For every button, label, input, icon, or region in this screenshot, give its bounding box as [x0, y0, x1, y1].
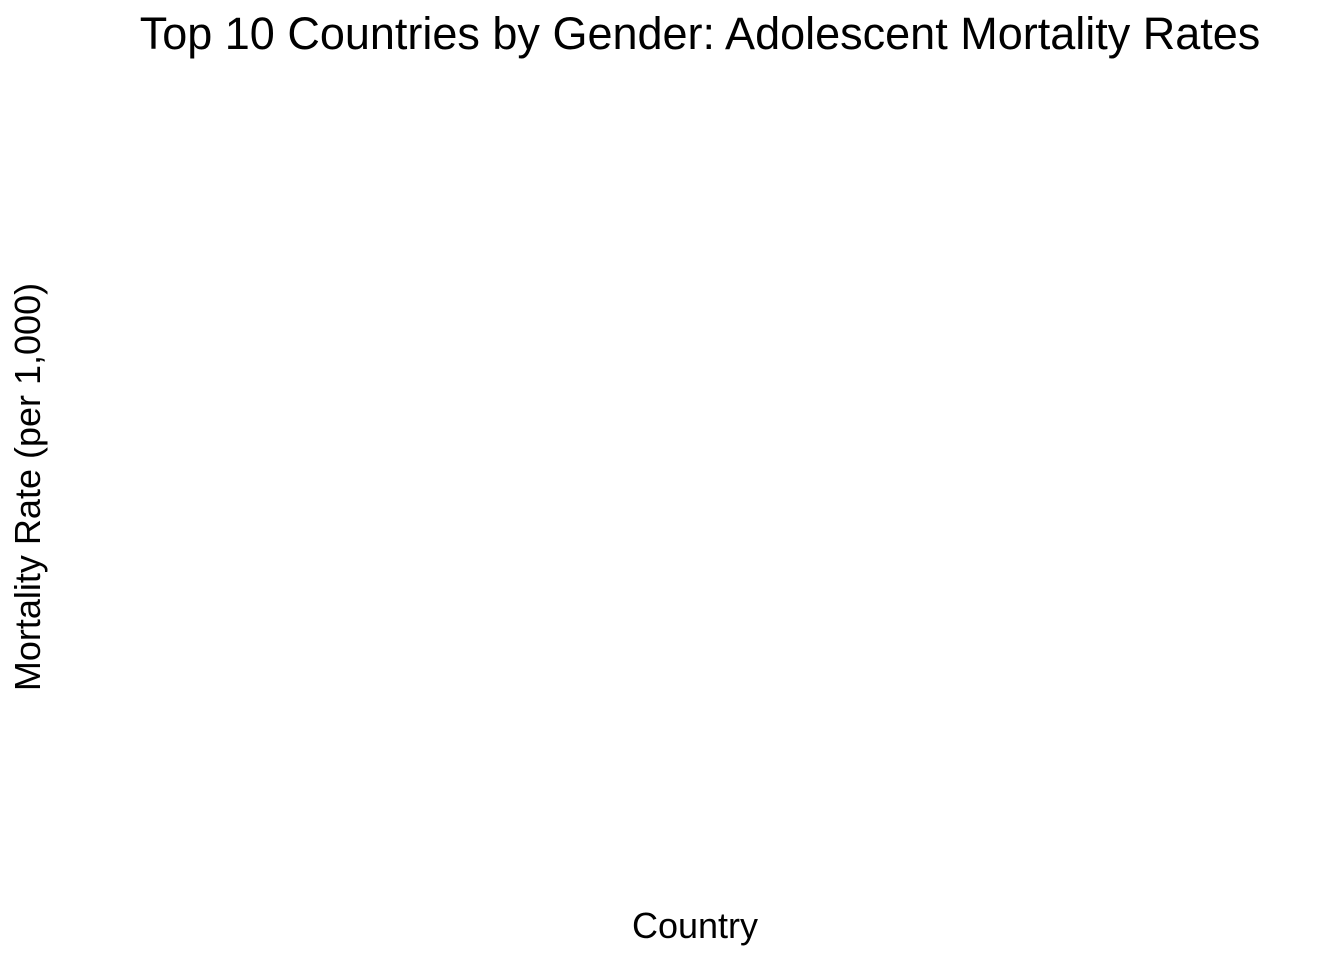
y-axis-label: Mortality Rate (per 1,000): [7, 282, 48, 692]
x-axis-label: Country: [631, 905, 759, 946]
chart-title: Top 10 Countries by Gender: Adolescent M…: [139, 8, 1261, 59]
plot-area: [95, 80, 1305, 895]
